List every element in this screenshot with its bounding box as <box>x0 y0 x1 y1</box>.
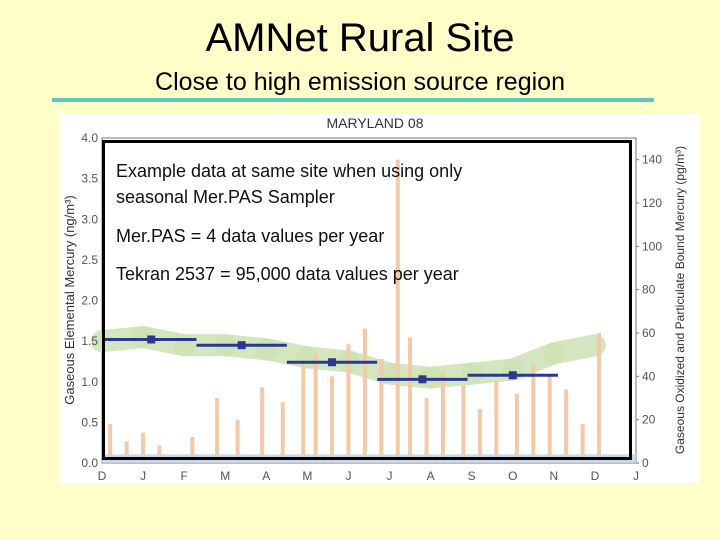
gom-pbm-spike <box>215 398 220 463</box>
y-left-tick-label: 3.0 <box>81 212 98 226</box>
y-right-tick-label: 60 <box>642 326 656 340</box>
x-tick-label: A <box>262 469 270 483</box>
y-left-tick-label: 0.5 <box>81 415 98 429</box>
gom-pbm-spike <box>408 337 413 463</box>
annotation-line-1: Example data at same site when using onl… <box>116 161 463 181</box>
gom-pbm-spike <box>424 398 429 463</box>
gom-pbm-spike <box>514 393 519 463</box>
gom-pbm-spike <box>580 424 585 463</box>
y-right-tick-label: 40 <box>642 369 656 383</box>
gom-pbm-spike <box>260 387 265 463</box>
gom-pbm-spike <box>494 380 499 463</box>
x-tick-label: J <box>140 469 146 483</box>
slide-subtitle: Close to high emission source region <box>155 68 565 96</box>
right-axis-ticks: 0 20 40 60 80 100 120 140 <box>636 153 662 470</box>
gom-pbm-spike <box>346 343 351 463</box>
x-tick-label: N <box>550 469 559 483</box>
y-right-tick-label: 100 <box>642 239 662 253</box>
gom-pbm-spike <box>141 432 146 463</box>
gom-pbm-series-layer <box>108 159 602 463</box>
y-left-tick-label: 1.0 <box>81 375 98 389</box>
gom-pbm-spike <box>597 333 602 463</box>
x-tick-label: A <box>427 469 435 483</box>
y-right-tick-label: 140 <box>642 153 662 167</box>
gom-pbm-spike <box>108 424 113 463</box>
gom-pbm-spike <box>362 328 367 463</box>
gom-pbm-spike <box>395 159 400 463</box>
gom-pbm-spike <box>379 359 384 463</box>
y-right-tick-label: 80 <box>642 283 656 297</box>
gom-pbm-spike <box>461 385 466 463</box>
y-right-tick-label: 0 <box>642 456 649 470</box>
plot-frame <box>101 137 637 464</box>
x-tick-label: F <box>180 469 187 483</box>
y-left-tick-label: 4.0 <box>81 131 98 145</box>
y-left-label: Gaseous Elemental Mercury (ng/m³) <box>62 195 77 405</box>
left-axis-ticks: 0.0 0.5 1.0 1.5 2.0 2.5 3.0 3.5 4.0 <box>81 131 98 470</box>
y-right-tick-label: 20 <box>642 413 656 427</box>
merpas-marker <box>508 371 517 380</box>
gom-pbm-spike <box>190 437 195 463</box>
y-left-tick-label: 2.0 <box>81 294 98 308</box>
gom-pbm-spike <box>157 445 162 463</box>
gom-pbm-spike <box>280 402 285 463</box>
x-tick-label: J <box>633 469 639 483</box>
merpas-marker <box>147 335 156 344</box>
x-tick-label: M <box>302 469 312 483</box>
gom-pbm-spike <box>301 365 306 463</box>
gom-pbm-spike <box>235 419 240 463</box>
annotation-line-2: seasonal Mer.PAS Sampler <box>116 187 335 207</box>
annotation-merpas: Mer.PAS = 4 data values per year <box>116 226 385 246</box>
gom-pbm-spike <box>330 376 335 463</box>
annotation-box <box>102 140 632 460</box>
gom-pbm-spike <box>564 389 569 463</box>
gom-pbm-spike <box>477 408 482 463</box>
x-tick-label: J <box>387 469 393 483</box>
y-right-label: Gaseous Oxidized and Particulate Bound M… <box>673 146 687 454</box>
x-tick-label: O <box>508 469 517 483</box>
y-left-tick-label: 0.0 <box>81 456 98 470</box>
gom-pbm-spike <box>440 372 445 463</box>
slide-title: AMNet Rural Site <box>205 16 515 60</box>
merpas-series-layer <box>102 335 558 384</box>
x-tick-label: J <box>345 469 351 483</box>
x-tick-label: M <box>220 469 230 483</box>
merpas-marker <box>237 341 246 350</box>
merpas-marker <box>328 358 337 367</box>
y-left-tick-label: 3.5 <box>81 172 98 186</box>
gom-pbm-spike <box>124 441 129 463</box>
x-tick-label: D <box>591 469 600 483</box>
y-left-tick-label: 2.5 <box>81 253 98 267</box>
gom-pbm-spike <box>531 363 536 463</box>
merpas-marker <box>418 375 427 384</box>
gom-pbm-spike <box>547 376 552 463</box>
gom-pbm-spike <box>313 354 318 463</box>
gem-band-segment <box>542 334 606 365</box>
title-rule <box>52 98 654 102</box>
x-tick-label: D <box>98 469 107 483</box>
y-left-tick-label: 1.5 <box>81 334 98 348</box>
x-tick-label: S <box>468 469 476 483</box>
annotation-tekran: Tekran 2537 = 95,000 data values per yea… <box>116 264 459 284</box>
chart-title: MARYLAND 08 <box>326 115 423 131</box>
y-right-tick-label: 120 <box>642 196 662 210</box>
